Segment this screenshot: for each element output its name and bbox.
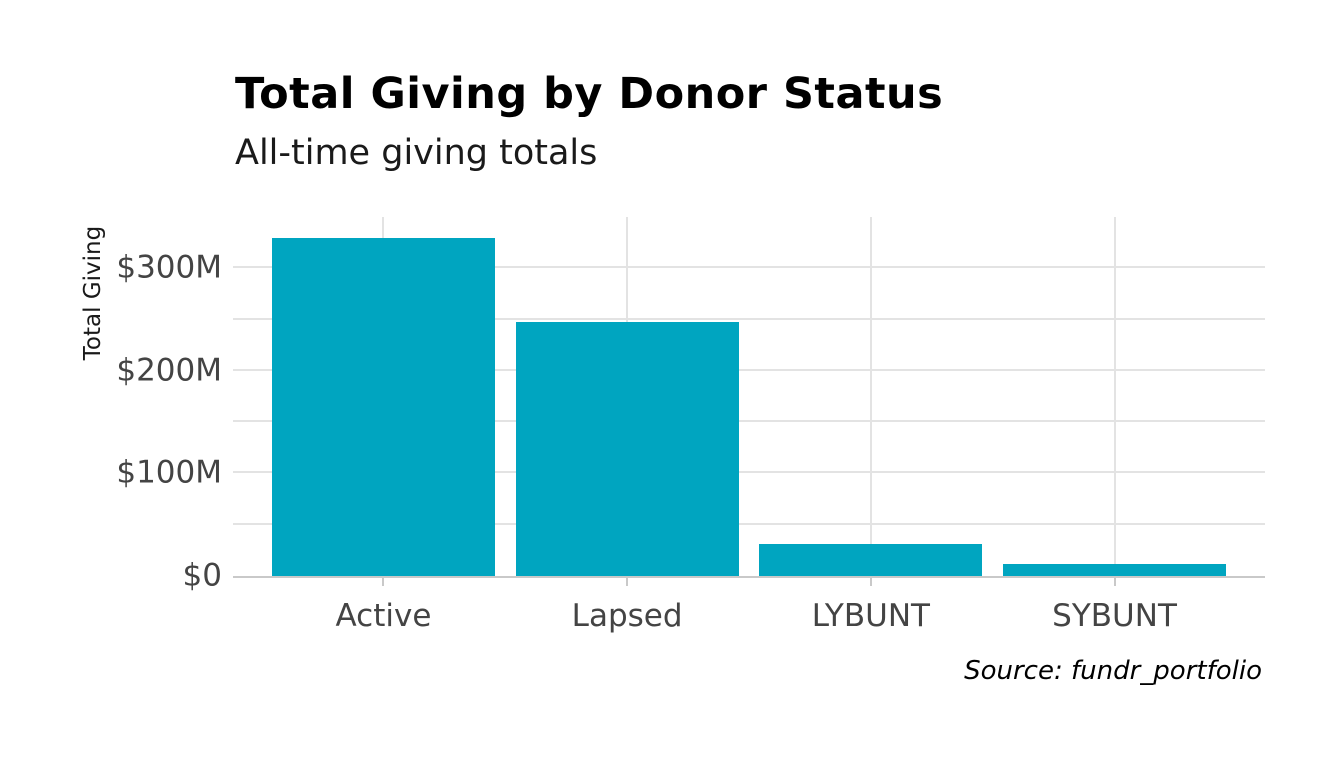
y-axis-label: Total Giving — [80, 225, 106, 361]
gridline-x-sybunt — [1113, 217, 1116, 576]
gridline-y-250 — [233, 317, 1265, 320]
bar-active — [272, 237, 495, 576]
gridline-y-100 — [233, 471, 1265, 474]
gridline-y-200 — [233, 368, 1265, 371]
y-tick-label-200: $200M — [116, 352, 222, 389]
bar-lybunt — [759, 544, 983, 576]
x-tick-label-lybunt: LYBUNT — [811, 598, 930, 634]
gridline-y-300 — [233, 266, 1265, 269]
plot-area — [233, 217, 1265, 578]
gridline-y-150 — [233, 420, 1265, 423]
y-tick-label-300: $300M — [116, 249, 222, 286]
gridline-y-50 — [233, 522, 1265, 525]
x-tick-label-sybunt: SYBUNT — [1052, 598, 1177, 634]
x-tick-mark-lybunt — [869, 578, 872, 586]
x-tick-label-lapsed: Lapsed — [571, 598, 683, 634]
chart-title: Total Giving by Donor Status — [235, 69, 944, 119]
y-tick-label-0: $0 — [182, 557, 222, 594]
x-tick-mark-sybunt — [1113, 578, 1116, 586]
source-caption: Source: fundr_portfolio — [964, 656, 1262, 686]
y-tick-label-100: $100M — [116, 454, 222, 491]
chart-subtitle: All-time giving totals — [235, 133, 598, 173]
bar-lapsed — [515, 321, 739, 576]
x-tick-mark-active — [382, 578, 385, 586]
gridline-x-lybunt — [869, 217, 872, 576]
bar-sybunt — [1003, 563, 1226, 576]
x-tick-mark-lapsed — [626, 578, 629, 586]
x-tick-label-active: Active — [335, 598, 432, 634]
